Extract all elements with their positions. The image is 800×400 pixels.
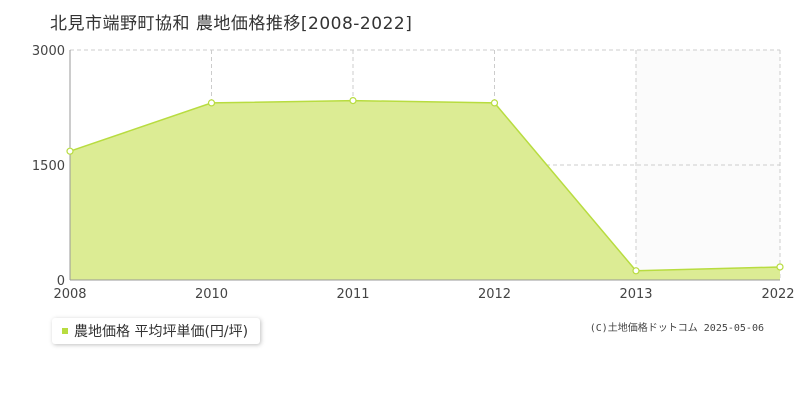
data-point — [349, 96, 357, 105]
legend-label: 農地価格 平均坪単価(円/坪) — [74, 324, 249, 340]
copyright-text: (C)土地価格ドットコム 2025-05-06 — [589, 323, 764, 334]
legend-swatch — [62, 328, 68, 334]
x-tick-label: 2008 — [53, 287, 86, 302]
x-tick-label: 2022 — [761, 287, 794, 302]
data-point — [776, 263, 784, 271]
area-fill — [70, 100, 780, 280]
x-tick-label: 2013 — [619, 287, 652, 302]
x-tick-label: 2010 — [195, 287, 228, 302]
data-point — [207, 99, 216, 107]
chart-title: 北見市端野町協和 農地価格推移[2008-2022] — [50, 14, 413, 34]
data-point — [66, 147, 74, 155]
legend: 農地価格 平均坪単価(円/坪) — [52, 318, 261, 344]
data-point — [490, 99, 499, 107]
x-tick-label: 2011 — [336, 287, 369, 302]
x-tick-label: 2012 — [478, 287, 511, 302]
series-line — [69, 99, 781, 272]
data-point — [632, 267, 640, 275]
y-tick-label: 0 — [57, 274, 65, 289]
y-tick-label: 3000 — [32, 44, 65, 59]
y-tick-label: 1500 — [32, 159, 65, 174]
